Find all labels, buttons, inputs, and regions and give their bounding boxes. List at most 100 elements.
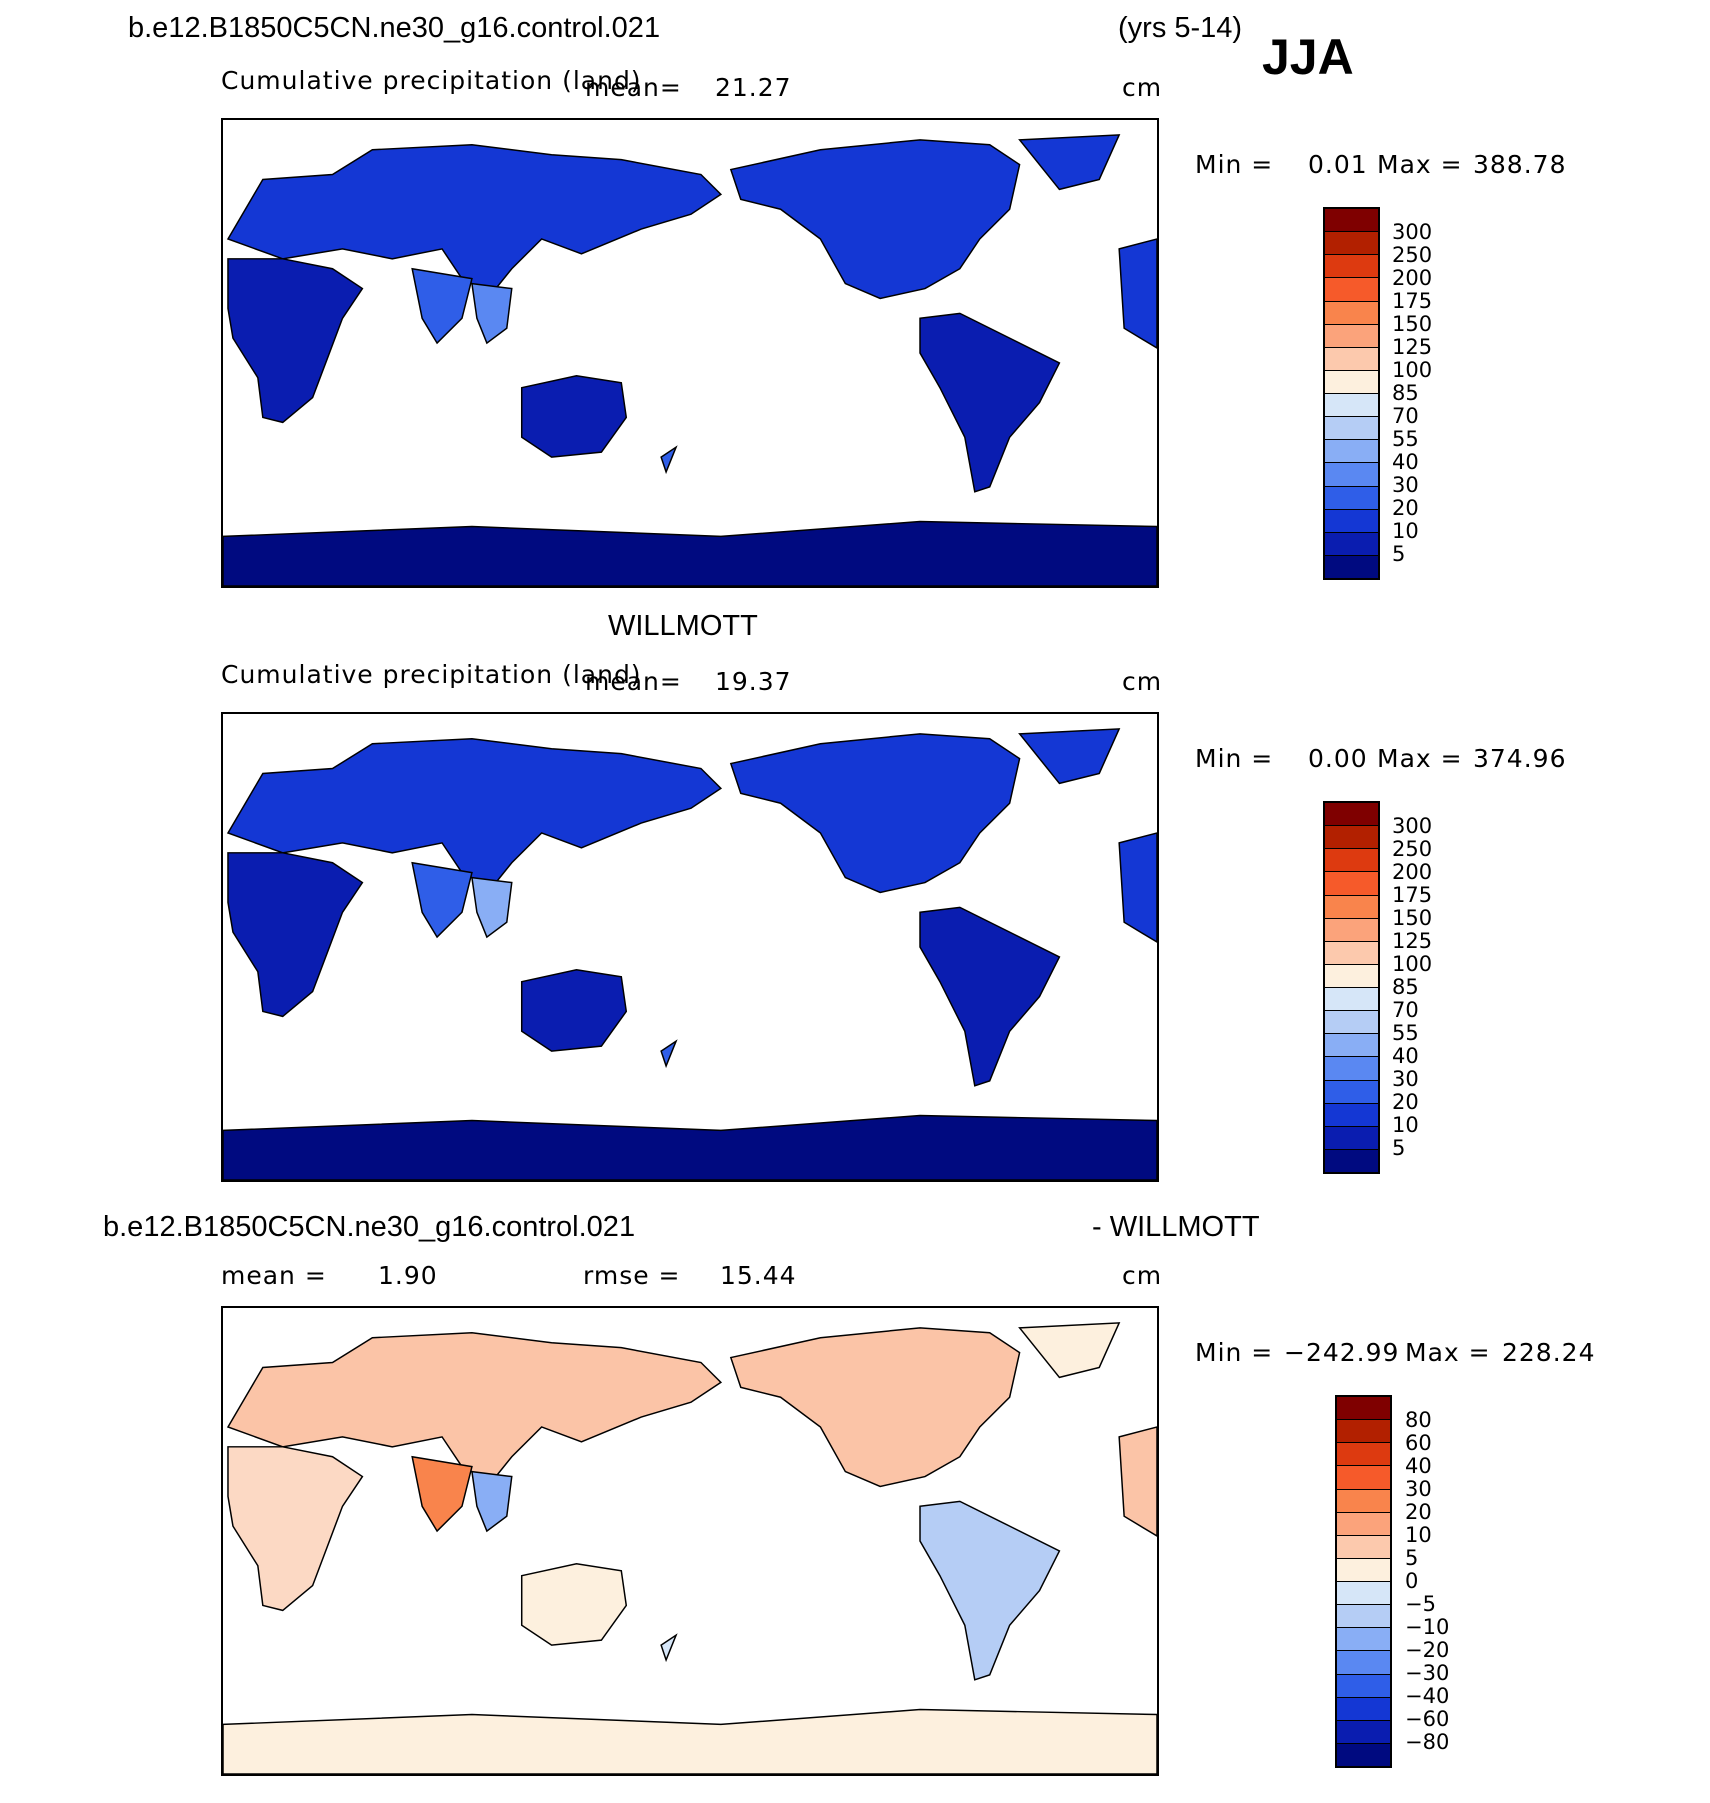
- colorbar-tick-label: 150: [1392, 906, 1433, 930]
- years-label: (yrs 5-14): [1118, 12, 1243, 44]
- landmass-india: [411, 267, 473, 345]
- landmass-nz: [660, 1039, 678, 1069]
- colorbar-tick-label: 20: [1392, 496, 1419, 520]
- colorbar-swatch: [1325, 486, 1378, 510]
- colorbar-tick-label: 40: [1392, 1044, 1419, 1068]
- panel2-mean-label: mean=: [585, 667, 682, 696]
- panel2-mean-value: 19.37: [715, 667, 792, 696]
- colorbar-tick-label: 175: [1392, 883, 1433, 907]
- panel3-map: [221, 1306, 1159, 1776]
- panel3-title-right: - WILLMOTT: [1092, 1211, 1260, 1243]
- colorbar-swatch: [1325, 324, 1378, 348]
- panel3-min-value: −242.99: [1284, 1338, 1400, 1367]
- landmass-westafrica: [1118, 238, 1157, 349]
- colorbar-swatch: [1325, 872, 1378, 896]
- colorbar-swatch: [1325, 988, 1378, 1012]
- panel3-rmse-label: rmse =: [583, 1261, 681, 1290]
- panel3-rmse-value: 15.44: [720, 1261, 797, 1290]
- colorbar-tick-label: 70: [1392, 404, 1419, 428]
- colorbar-swatch: [1337, 1558, 1390, 1582]
- colorbar-tick-label: −60: [1405, 1707, 1450, 1731]
- colorbar-swatch: [1337, 1697, 1390, 1721]
- landmass-australia: [520, 969, 628, 1052]
- colorbar-tick-label: 125: [1392, 929, 1433, 953]
- season-label: JJA: [1262, 29, 1354, 85]
- landmass-seasia: [471, 282, 513, 345]
- colorbar-tick-label: 55: [1392, 1021, 1419, 1045]
- panel1-units: cm: [1122, 73, 1163, 102]
- colorbar-swatch: [1325, 440, 1378, 464]
- colorbar-swatch: [1337, 1720, 1390, 1744]
- colorbar-swatch: [1325, 532, 1378, 556]
- colorbar-tick-label: −30: [1405, 1661, 1450, 1685]
- panel3-mean-value: 1.90: [378, 1261, 438, 1290]
- colorbar-tick-label: −20: [1405, 1638, 1450, 1662]
- panel2-title: WILLMOTT: [608, 610, 758, 642]
- panel2-max-label: Max =: [1377, 744, 1463, 773]
- panel1-map: [221, 118, 1159, 588]
- colorbar-swatch: [1337, 1535, 1390, 1559]
- panel2-field-label: Cumulative precipitation (land): [221, 660, 642, 689]
- panel1-min-label: Min =: [1195, 150, 1274, 179]
- colorbar-tick-label: 85: [1392, 975, 1419, 999]
- colorbar-swatch: [1325, 370, 1378, 394]
- colorbar-tick-label: 125: [1392, 335, 1433, 359]
- landmass-australia: [520, 375, 628, 458]
- landmass-seasia: [471, 1470, 513, 1533]
- panel2-max-value: 374.96: [1473, 744, 1567, 773]
- colorbar-swatch: [1325, 278, 1378, 302]
- colorbar-swatch: [1337, 1743, 1390, 1766]
- colorbar-tick-label: −40: [1405, 1684, 1450, 1708]
- panel2-map: [221, 712, 1159, 1182]
- colorbar-swatch: [1325, 509, 1378, 533]
- panel3-units: cm: [1122, 1261, 1163, 1290]
- panel2-units: cm: [1122, 667, 1163, 696]
- landmass-greenland: [1018, 728, 1121, 785]
- colorbar-tick-label: 85: [1392, 381, 1419, 405]
- panel2-min-value: 0.00: [1308, 744, 1368, 773]
- colorbar-tick-label: 20: [1392, 1090, 1419, 1114]
- landmass-nz: [660, 445, 678, 475]
- colorbar-swatch: [1325, 1011, 1378, 1035]
- colorbar-tick-label: 5: [1392, 542, 1406, 566]
- colorbar-swatch: [1325, 1149, 1378, 1172]
- landmass-australia: [520, 1563, 628, 1646]
- colorbar-swatch: [1325, 849, 1378, 873]
- colorbar-swatch: [1325, 232, 1378, 256]
- world-map: [223, 1322, 1157, 1774]
- colorbar-tick-label: 20: [1405, 1500, 1432, 1524]
- landmass-africa: [227, 852, 364, 1018]
- world-map: [223, 134, 1157, 586]
- colorbar-swatch: [1325, 1126, 1378, 1150]
- landmass-nz: [660, 1633, 678, 1663]
- panel1-colorbar-labels: 300 250 200 175 150 125 100 85 70 55 40 30 20 10 5: [1392, 221, 1432, 566]
- colorbar-swatch: [1325, 463, 1378, 487]
- colorbar-tick-label: 80: [1405, 1408, 1432, 1432]
- landmass-eurasia: [226, 1332, 723, 1483]
- colorbar-swatch: [1325, 347, 1378, 371]
- colorbar-tick-label: 175: [1392, 289, 1433, 313]
- panel3-title-left: b.e12.B1850C5CN.ne30_g16.control.021: [103, 1211, 636, 1243]
- colorbar-swatch: [1325, 1057, 1378, 1081]
- colorbar-swatch: [1325, 301, 1378, 325]
- panel3-max-label: Max =: [1405, 1338, 1491, 1367]
- world-map: [223, 728, 1157, 1180]
- panel1-mean-value: 21.27: [715, 73, 792, 102]
- colorbar-swatch: [1337, 1674, 1390, 1698]
- colorbar-tick-label: 300: [1392, 814, 1433, 838]
- colorbar-tick-label: 250: [1392, 243, 1433, 267]
- panel1-mean-label: mean=: [585, 73, 682, 102]
- landmass-westafrica: [1118, 832, 1157, 943]
- case-title: b.e12.B1850C5CN.ne30_g16.control.021: [128, 12, 661, 44]
- colorbar-swatch: [1325, 1034, 1378, 1058]
- colorbar-tick-label: 5: [1392, 1136, 1406, 1160]
- colorbar-swatch: [1325, 394, 1378, 418]
- panel1-min-value: 0.01: [1308, 150, 1368, 179]
- panel2-colorbar-labels: 300 250 200 175 150 125 100 85 70 55 40 30 20 10 5: [1392, 815, 1432, 1160]
- colorbar-tick-label: 60: [1405, 1431, 1432, 1455]
- colorbar-swatch: [1325, 555, 1378, 578]
- landmass-greenland: [1018, 1322, 1121, 1379]
- colorbar-tick-label: 10: [1392, 1113, 1419, 1137]
- colorbar-swatch: [1325, 255, 1378, 279]
- landmass-samerica: [919, 906, 1061, 1087]
